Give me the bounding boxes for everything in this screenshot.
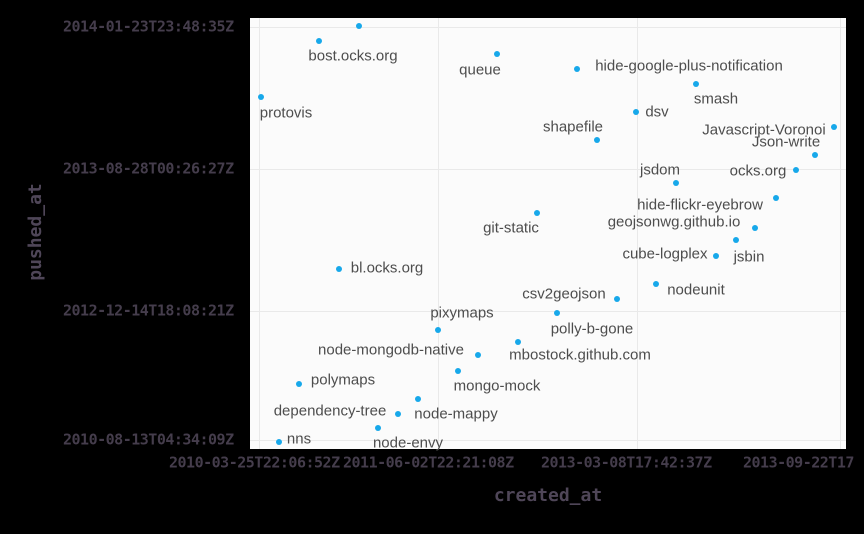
point-label: node-mappy [414,405,498,423]
point-label: smash [693,90,739,108]
point-label: Javascript-Voronoi [702,121,826,139]
data-point [693,81,699,87]
y-tick-label: 2014-01-23T23:48:35Z [63,17,234,36]
data-point [515,339,521,345]
point-label: protovis [259,104,313,122]
point-label: hide-flickr-eyebrow [637,196,763,214]
data-point [594,137,600,143]
data-point [475,352,481,358]
data-point [653,281,659,287]
data-point [435,327,441,333]
data-point [812,152,818,158]
point-label: nodeunit [667,281,725,299]
point-label: dependency-tree [273,402,387,420]
x-axis-title: created_at [493,485,603,506]
data-point [831,124,837,130]
data-point [773,195,779,201]
data-point [356,23,362,29]
data-point [633,109,639,115]
x-tick-label: 2010-03-25T22:06:52Z [169,453,340,472]
y-gridline [250,27,846,28]
data-point [494,51,500,57]
point-label: jsdom [639,161,681,179]
point-label: geojsonwg.github.io [607,213,741,231]
point-label: polly-b-gone [550,320,634,338]
x-gridline [637,18,638,449]
point-label: pixymaps [430,304,494,322]
x-tick-label: 2013-09-22T17 [743,453,854,472]
x-gridline [840,18,841,449]
point-label: node-envy [372,434,444,452]
y-tick-label: 2010-08-13T04:34:09Z [63,430,234,449]
data-point [415,396,421,402]
point-label: mongo-mock [453,377,541,395]
x-tick-label: 2011-06-02T22:21:08Z [343,453,514,472]
data-point [574,66,580,72]
x-tick-label: 2013-03-08T17:42:37Z [541,453,712,472]
plot-area [250,18,846,449]
point-label: mbostock.github.com [509,346,651,364]
data-point [614,296,620,302]
data-point [455,368,461,374]
x-gridline [438,18,439,449]
point-label: ocks.org [729,162,787,180]
point-label: csv2geojson [522,285,606,303]
point-label: dsv [645,103,669,121]
data-point [375,425,381,431]
data-point [713,253,719,259]
point-label: nns [286,430,312,448]
data-point [673,180,679,186]
data-point [258,94,264,100]
data-point [395,411,401,417]
point-label: shapefile [542,118,604,136]
data-point [554,310,560,316]
data-point [534,210,540,216]
y-gridline [250,440,846,441]
data-point [733,237,739,243]
point-label: bost.ocks.org [308,47,398,65]
data-point [296,381,302,387]
data-point [793,167,799,173]
y-gridline [250,311,846,312]
point-label: git-static [483,219,539,237]
x-gridline [259,18,260,449]
data-point [276,439,282,445]
point-label: bl.ocks.org [350,259,424,277]
data-point [752,225,758,231]
point-label: hide-google-plus-notification [595,57,783,75]
y-gridline [250,169,846,170]
data-point [316,38,322,44]
point-label: polymaps [310,371,376,389]
point-label: Json-write [751,133,821,151]
point-label: node-mongodb-native [318,341,464,359]
y-axis-title: pushed_at [25,183,46,281]
point-label: cube-logplex [622,245,708,263]
point-label: jsbin [733,248,765,266]
y-tick-label: 2012-12-14T18:08:21Z [63,301,234,320]
point-label: queue [459,61,501,79]
y-tick-label: 2013-08-28T00:26:27Z [63,159,234,178]
data-point [336,266,342,272]
